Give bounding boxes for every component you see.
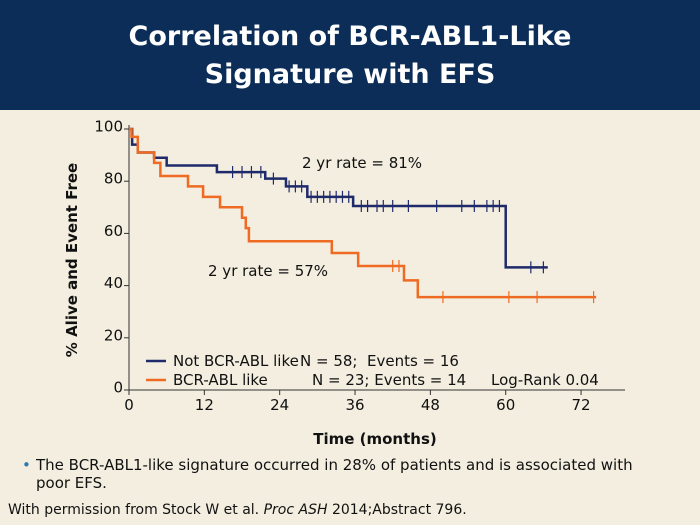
y-tick-label: 100 — [94, 118, 123, 136]
annotation: 2 yr rate = 57% — [208, 262, 328, 280]
x-tick-label: 72 — [572, 396, 591, 414]
y-tick-label: 80 — [104, 170, 123, 188]
citation-journal: Proc ASH — [263, 502, 328, 518]
citation-text: 2014;Abstract 796. — [327, 502, 467, 518]
legend-label: Not BCR-ABL like — [173, 352, 299, 370]
x-tick-label: 0 — [124, 396, 134, 414]
y-axis-title: % Alive and Event Free — [63, 163, 81, 357]
chart: 0 20 40 60 80 100 0 12 24 36 48 60 72 Time (months) % … — [63, 118, 625, 448]
km-curve — [129, 127, 548, 269]
y-tick-label: 0 — [113, 379, 123, 397]
title-line: Signature with EFS — [204, 59, 496, 90]
title-line: Correlation of BCR-ABL1-Like — [128, 21, 572, 52]
bullet: • The BCR-ABL1-like signature occurred in… — [22, 456, 656, 492]
x-tick-label: 12 — [195, 396, 214, 414]
legend-note: N = 58; Events = 16 — [300, 352, 459, 370]
bullet-dot: • — [22, 456, 31, 474]
x-tick-label: 48 — [421, 396, 440, 414]
annotation: Log-Rank 0.04 — [491, 371, 599, 389]
bullet-text: The BCR-ABL1-like signature occurred in … — [36, 456, 633, 492]
annotation: 2 yr rate = 81% — [302, 154, 422, 172]
x-tick-label: 36 — [345, 396, 364, 414]
citation-text: With permission from Stock W et al. — [8, 502, 264, 518]
header: Correlation of BCR-ABL1-Like Signature w… — [0, 0, 700, 110]
legend-label: BCR-ABL like — [173, 371, 268, 389]
y-tick-label: 40 — [104, 274, 123, 292]
x-axis-title: Time (months) — [313, 430, 437, 448]
x-tick-label: 60 — [496, 396, 515, 414]
km-curve — [129, 127, 597, 299]
y-tick-label: 60 — [104, 222, 123, 240]
y-tick-label: 20 — [104, 326, 123, 344]
x-tick-label: 24 — [270, 396, 289, 414]
legend-note: N = 23; Events = 14 — [312, 371, 466, 389]
citation: With permission from Stock W et al. Proc… — [8, 502, 467, 518]
